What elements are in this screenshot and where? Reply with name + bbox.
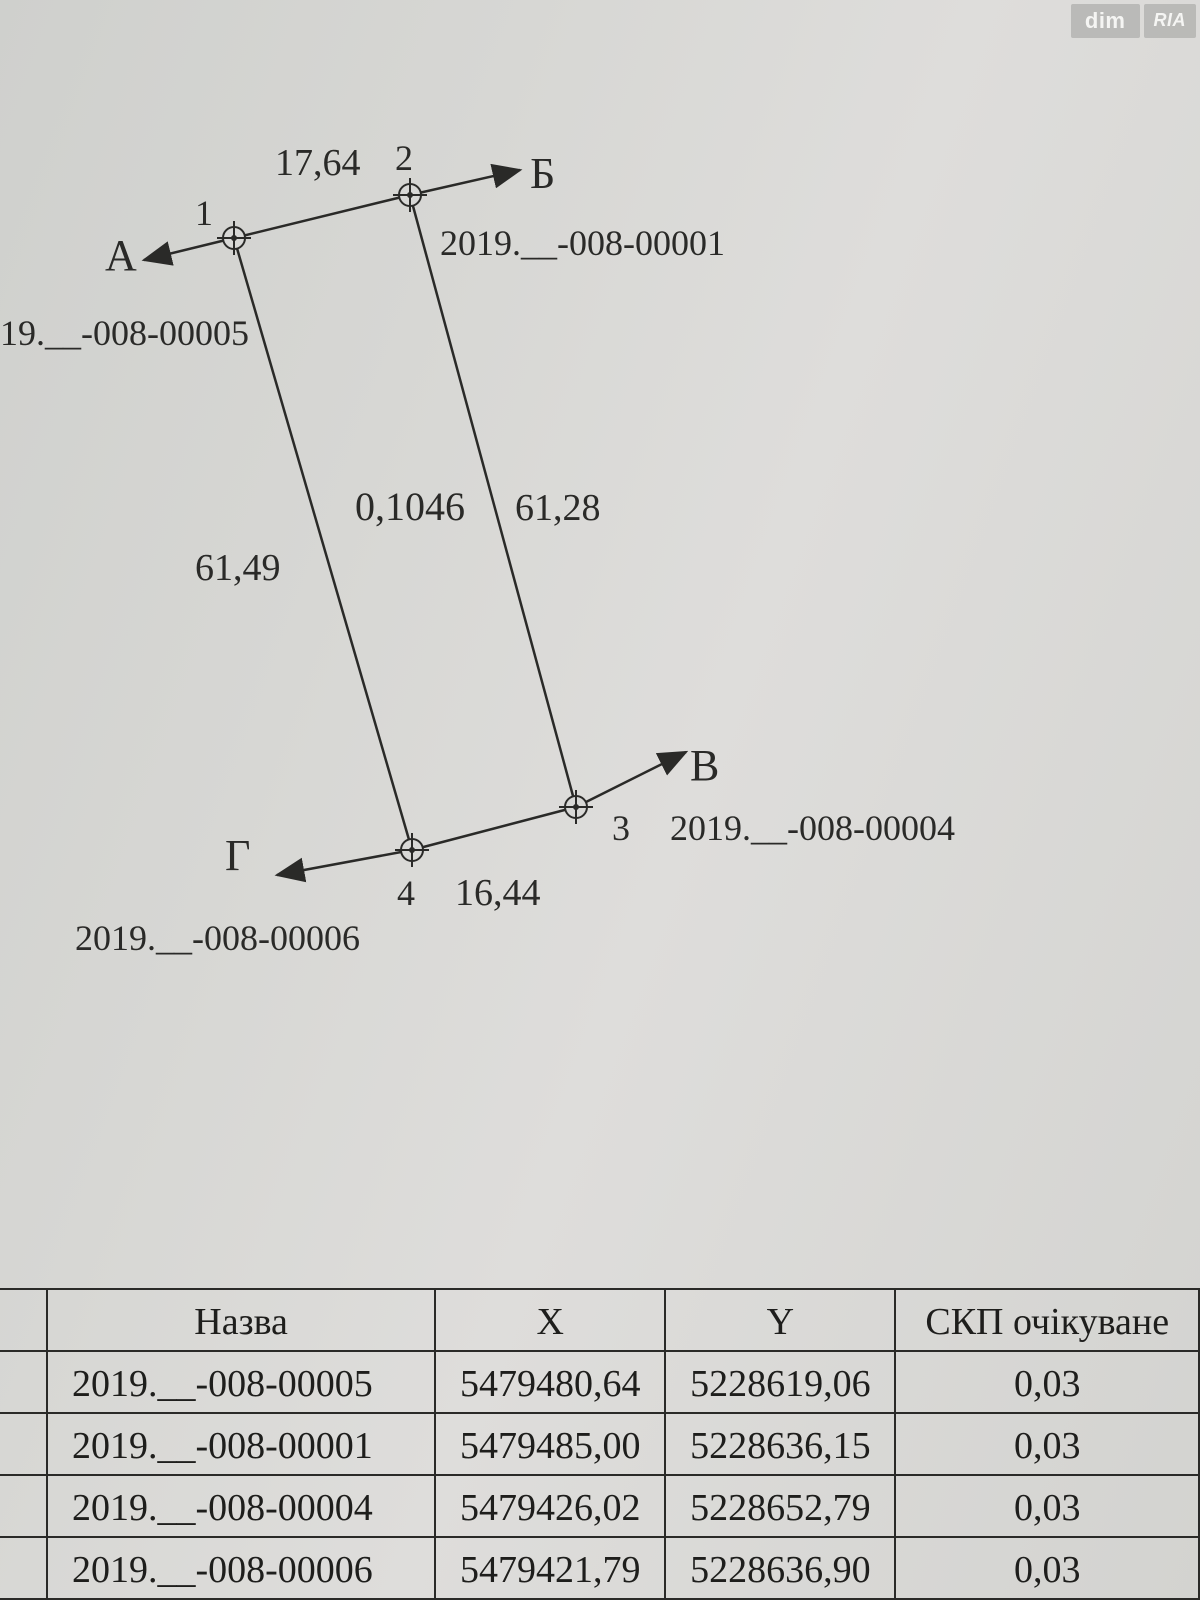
- table-cell: 0,03: [895, 1475, 1199, 1537]
- table-cell: [0, 1413, 47, 1475]
- table-cell: [0, 1475, 47, 1537]
- vertex-marker: [393, 178, 427, 212]
- ref-code: 19.__-008-00005: [0, 313, 249, 353]
- cadastral-diagram: 1 2 3 4 А Б В Г 17,64 61,28 16,44 61,49 0,1046 19.__-…: [0, 0, 1200, 1250]
- table-cell: 2019.__-008-00004: [47, 1475, 435, 1537]
- table-cell: 5228636,15: [665, 1413, 895, 1475]
- table-cell: 2019.__-008-00005: [47, 1351, 435, 1413]
- col-y: Y: [665, 1289, 895, 1351]
- vertex-marker: [395, 833, 429, 867]
- table-cell: [0, 1351, 47, 1413]
- table-cell: 2019.__-008-00001: [47, 1413, 435, 1475]
- vertex-index: 1: [195, 193, 213, 233]
- table-cell: 0,03: [895, 1537, 1199, 1599]
- table-cell: 5228652,79: [665, 1475, 895, 1537]
- table-row: 2019.__-008-000055479480,645228619,060,0…: [0, 1351, 1199, 1413]
- direction-arrow: [410, 170, 520, 195]
- table-cell: 5228619,06: [665, 1351, 895, 1413]
- vertex-index: 4: [397, 873, 415, 913]
- table-row: 2019.__-008-000015479485,005228636,150,0…: [0, 1413, 1199, 1475]
- direction-arrow: [277, 850, 412, 875]
- edge-length: 61,49: [195, 547, 281, 589]
- ref-code: 2019.__-008-00001: [440, 223, 725, 263]
- table-cell: 2019.__-008-00006: [47, 1537, 435, 1599]
- plot-edge: [234, 238, 412, 850]
- direction-arrow: [576, 752, 686, 807]
- direction-arrow: [144, 238, 234, 260]
- corner-letter: В: [690, 741, 719, 790]
- vertex-marker: [217, 221, 251, 255]
- plot-edge: [234, 195, 410, 238]
- col-blank: [0, 1289, 47, 1351]
- table-row: 2019.__-008-000065479421,795228636,900,0…: [0, 1537, 1199, 1599]
- table-header-row: Назва X Y СКП очікуване: [0, 1289, 1199, 1351]
- corner-letter: Г: [225, 831, 250, 880]
- edge-length: 17,64: [275, 142, 361, 184]
- ref-code: 2019.__-008-00004: [670, 808, 955, 848]
- plot-edge: [412, 807, 576, 850]
- vertex-index: 3: [612, 808, 630, 848]
- edge-length: 61,28: [515, 487, 601, 529]
- table-cell: 5479421,79: [435, 1537, 665, 1599]
- table-cell: 5479426,02: [435, 1475, 665, 1537]
- col-skp: СКП очікуване: [895, 1289, 1199, 1351]
- vertex-index: 2: [395, 138, 413, 178]
- corner-letter: Б: [530, 149, 555, 198]
- corner-letter: А: [105, 231, 137, 280]
- table-cell: 0,03: [895, 1413, 1199, 1475]
- table-cell: 0,03: [895, 1351, 1199, 1413]
- table-cell: 5479485,00: [435, 1413, 665, 1475]
- ref-code: 2019.__-008-00006: [75, 918, 360, 958]
- vertex-marker: [559, 790, 593, 824]
- table-cell: [0, 1537, 47, 1599]
- coordinates-table: Назва X Y СКП очікуване 2019.__-008-0000…: [0, 1288, 1200, 1600]
- col-x: X: [435, 1289, 665, 1351]
- table-cell: 5479480,64: [435, 1351, 665, 1413]
- page: dim RIA 1234АБВГ17,6461,2816,4461,490,10…: [0, 0, 1200, 1600]
- table-cell: 5228636,90: [665, 1537, 895, 1599]
- edge-length: 16,44: [455, 872, 541, 914]
- table-row: 2019.__-008-000045479426,025228652,790,0…: [0, 1475, 1199, 1537]
- col-name: Назва: [47, 1289, 435, 1351]
- coordinates-table-wrap: Назва X Y СКП очікуване 2019.__-008-0000…: [0, 1288, 1200, 1600]
- plot-area: 0,1046: [355, 484, 465, 529]
